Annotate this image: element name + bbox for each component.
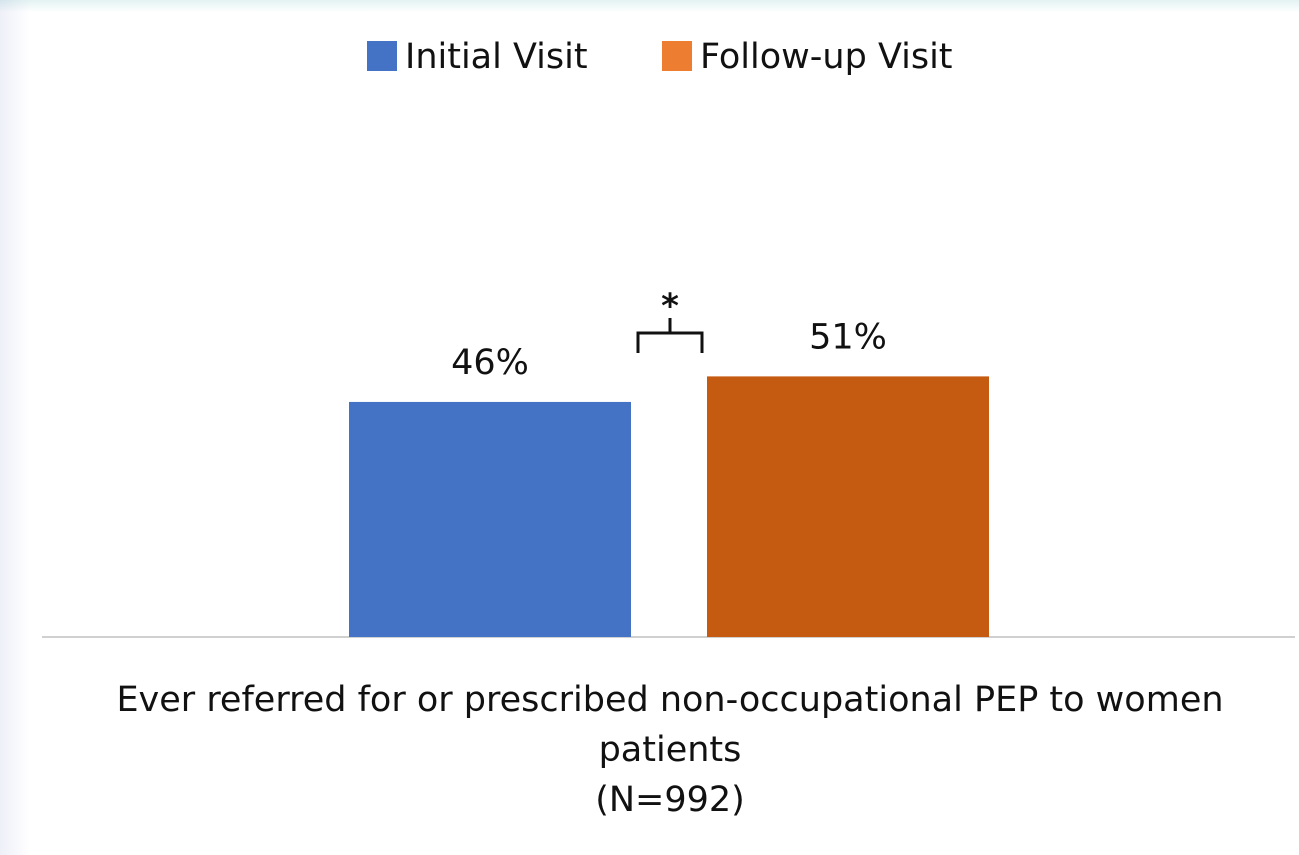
- legend-label: Follow-up Visit: [700, 37, 953, 77]
- category-label: Ever referred for or prescribed non-occu…: [116, 680, 1224, 820]
- legend-swatch: [367, 41, 397, 71]
- bar: [349, 401, 631, 637]
- legend-label: Initial Visit: [405, 37, 588, 77]
- significance-bracket: [636, 318, 704, 353]
- legend-swatch: [662, 41, 692, 71]
- bar: [707, 376, 989, 637]
- significance-marker: *: [661, 287, 679, 327]
- value-label: 51%: [809, 317, 887, 357]
- value-label: 46%: [451, 343, 529, 383]
